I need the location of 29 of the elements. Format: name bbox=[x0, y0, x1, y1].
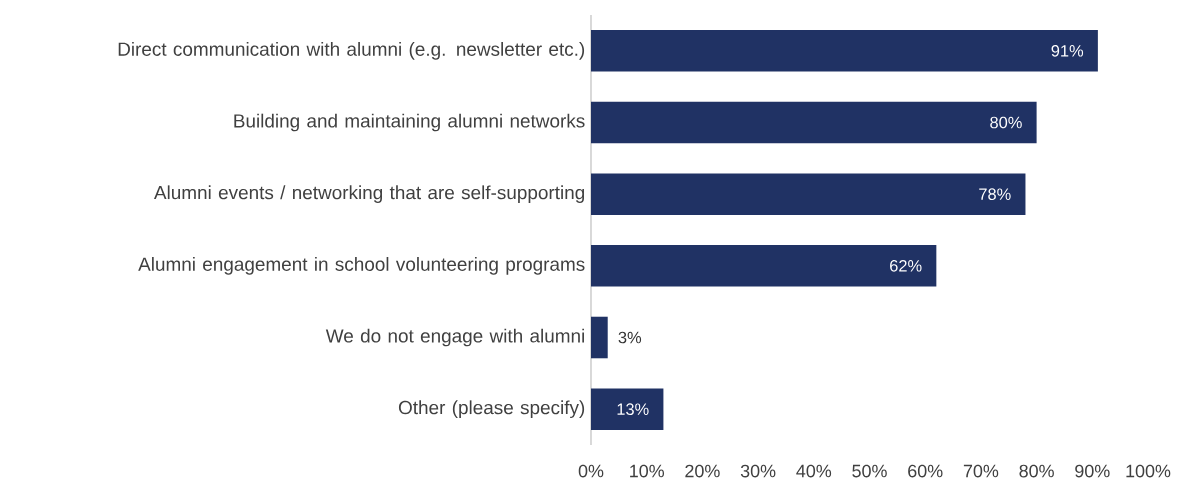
y-tick-label: Alumni events / networking that are self-supporting bbox=[153, 185, 585, 203]
x-tick-label: 40% bbox=[796, 464, 832, 478]
data-label: 13% bbox=[617, 403, 649, 415]
bar bbox=[591, 316, 608, 359]
data-label: 62% bbox=[890, 260, 922, 272]
data-label: 91% bbox=[1051, 45, 1084, 57]
bar bbox=[591, 30, 1098, 72]
bar bbox=[591, 101, 1037, 144]
x-tick-label: 70% bbox=[963, 464, 999, 478]
bar bbox=[591, 245, 937, 287]
bar bbox=[591, 388, 664, 430]
data-label: 78% bbox=[979, 188, 1011, 200]
data-label: 3% bbox=[618, 331, 642, 344]
data-label: 80% bbox=[990, 116, 1022, 129]
x-tick-label: 90% bbox=[1075, 464, 1110, 478]
x-tick-label: 10% bbox=[630, 464, 665, 478]
x-tick-label: 60% bbox=[908, 464, 943, 478]
x-tick-label: 80% bbox=[1019, 464, 1054, 478]
x-tick-label: 0% bbox=[578, 464, 604, 478]
x-tick-label: 50% bbox=[852, 464, 887, 478]
x-tick-label: 20% bbox=[685, 464, 720, 478]
x-tick-label: 30% bbox=[740, 464, 776, 478]
bar bbox=[591, 173, 1026, 215]
y-tick-label: Alumni engagement in school volunteering programs bbox=[138, 257, 585, 275]
y-tick-label: Other (please specify) bbox=[398, 400, 585, 418]
y-tick-label: We do not engage with alumni bbox=[325, 328, 584, 347]
y-tick-label: Direct communication with alumni (e.g. newsletter etc.) bbox=[118, 42, 585, 60]
x-tick-label: 100% bbox=[1126, 464, 1171, 478]
y-tick-label: Building and maintaining alumni networks bbox=[234, 113, 585, 132]
